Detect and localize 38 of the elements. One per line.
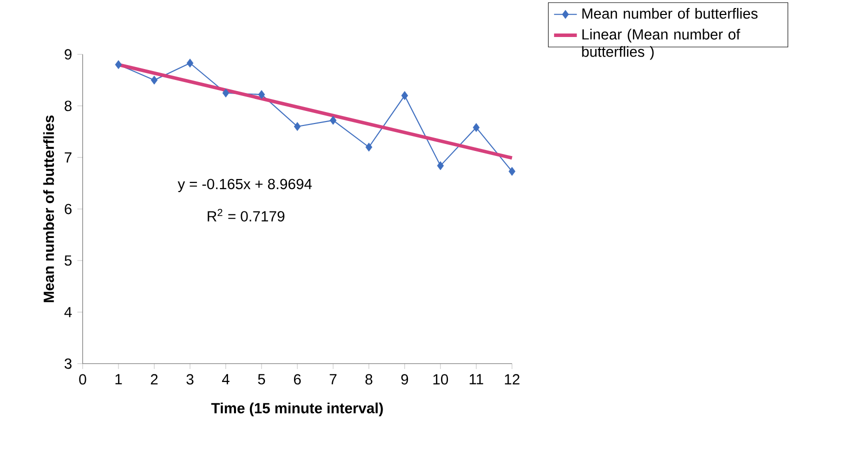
point [186, 58, 194, 68]
y-tick-label: 4 [64, 307, 72, 318]
point [115, 60, 122, 70]
annotation: R$^{2}$ = 0.7179 [208, 208, 284, 222]
point [401, 91, 408, 100]
point [150, 76, 158, 85]
point [472, 123, 480, 132]
point [437, 161, 444, 170]
x-tick-label: 4 [222, 374, 230, 384]
point [258, 90, 265, 100]
x-tick-label: 5 [258, 374, 266, 384]
x-tick-label: 12 [504, 374, 520, 384]
x-tick-label: 0 [79, 374, 86, 385]
y-tick-label: 8 [64, 100, 72, 112]
legend-label: Mean number of butterflies [582, 8, 758, 19]
y-tick-label: 9 [64, 49, 72, 60]
x-axis-title: Time (15 minute interval) [211, 402, 383, 416]
x-tick-label: 7 [330, 374, 336, 384]
x-tick-label: 3 [186, 374, 194, 385]
y-tick-label: 7 [64, 152, 72, 162]
y-tick-label: 5 [64, 255, 72, 266]
x-tick-label: 2 [150, 374, 158, 384]
x-tick-label: 6 [294, 374, 301, 385]
point [365, 142, 372, 152]
point [330, 116, 337, 125]
legend-label: Linear (Mean number of butterflies ) [582, 28, 740, 60]
y-axis-title: Mean number of butterflies [43, 115, 54, 302]
point [222, 88, 230, 98]
point [508, 166, 516, 176]
x-tick-label: 10 [433, 374, 448, 385]
x-tick-label: 8 [365, 374, 372, 385]
y-tick-label: 3 [64, 358, 72, 369]
point [294, 122, 301, 131]
y-tick-label: 6 [64, 204, 72, 214]
annotation: y = -0.165x + 8.9694 [178, 178, 312, 192]
x-tick-label: 1 [115, 374, 122, 384]
x-tick-label: 11 [470, 374, 484, 384]
x-tick-label: 9 [401, 374, 408, 385]
